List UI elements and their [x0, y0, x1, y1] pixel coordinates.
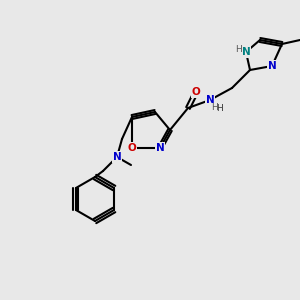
Text: N: N — [156, 143, 164, 153]
Text: N: N — [206, 95, 214, 105]
Text: N: N — [112, 152, 122, 162]
Text: N: N — [268, 61, 276, 71]
Text: O: O — [192, 87, 200, 97]
Text: H: H — [212, 103, 218, 112]
Text: H: H — [236, 44, 242, 53]
Text: O: O — [128, 143, 136, 153]
Text: N: N — [242, 47, 250, 57]
Text: H: H — [216, 104, 223, 113]
